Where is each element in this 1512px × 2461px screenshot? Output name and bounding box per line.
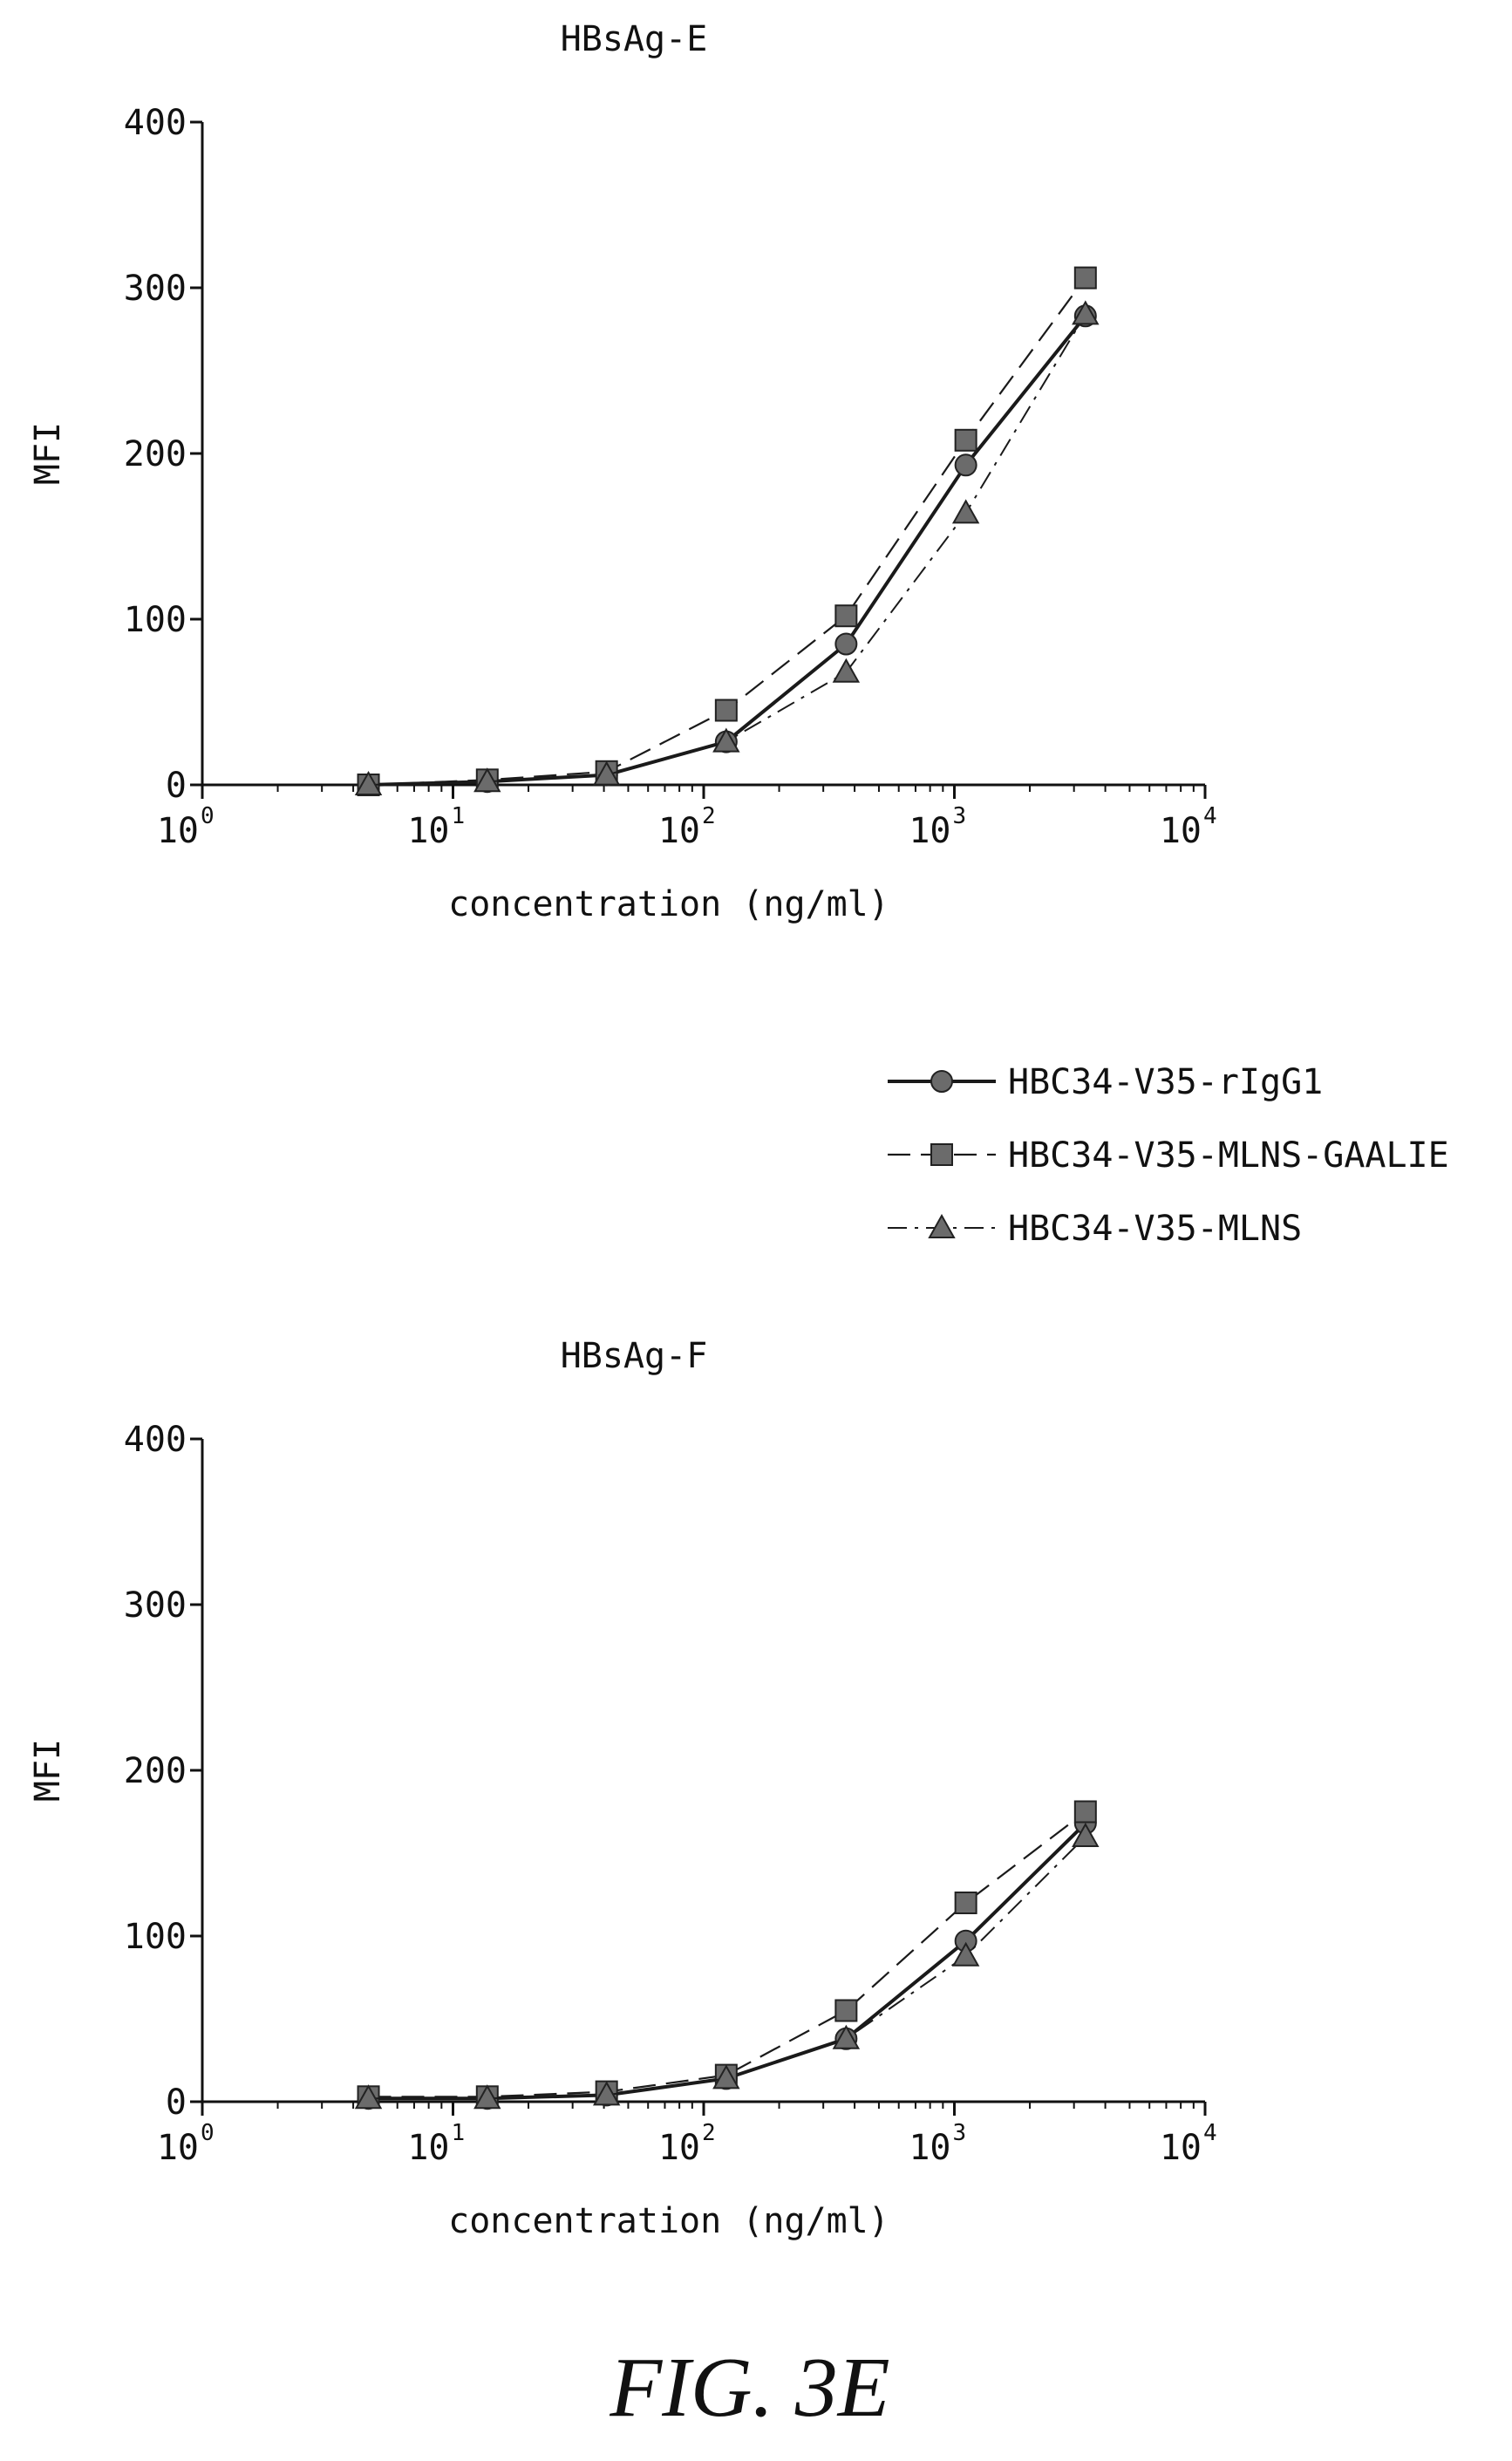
chart-title: HBsAg-E bbox=[561, 19, 708, 59]
data-point bbox=[473, 767, 501, 793]
y-tick-label: 0 bbox=[166, 766, 187, 806]
data-point bbox=[592, 760, 621, 786]
x-tick-exponent: 0 bbox=[201, 2120, 215, 2146]
data-point bbox=[954, 1892, 977, 1914]
data-point bbox=[354, 770, 383, 795]
series-2 bbox=[357, 1800, 1097, 2109]
data-point bbox=[954, 453, 977, 477]
chart-title: HBsAg-F bbox=[561, 1336, 708, 1376]
data-point bbox=[1073, 1800, 1097, 1824]
data-point bbox=[834, 632, 858, 656]
y-axis-label: MFI bbox=[28, 422, 68, 485]
figure-label: FIG. 3E bbox=[609, 2341, 889, 2435]
data-point bbox=[834, 1999, 858, 2022]
data-point bbox=[832, 2024, 861, 2049]
data-point bbox=[592, 2081, 621, 2106]
x-tick-label: 10 bbox=[1160, 2128, 1202, 2168]
x-tick-label: 10 bbox=[157, 811, 199, 851]
y-tick-label: 400 bbox=[124, 103, 187, 143]
x-tick-exponent: 2 bbox=[702, 2120, 716, 2146]
series-line bbox=[368, 1822, 1087, 2101]
y-tick-label: 100 bbox=[124, 600, 187, 640]
x-tick-exponent: 0 bbox=[201, 803, 215, 829]
legend-entry-2: HBC34-V35-MLNS-GAALIE bbox=[888, 1135, 1449, 1176]
y-tick-label: 300 bbox=[124, 1585, 187, 1626]
data-point bbox=[354, 2084, 383, 2110]
data-point bbox=[1073, 266, 1097, 290]
x-tick-exponent: 1 bbox=[452, 803, 466, 829]
data-point bbox=[951, 499, 980, 524]
y-tick-label: 0 bbox=[166, 2083, 187, 2123]
y-tick-label: 200 bbox=[124, 1751, 187, 1791]
data-point bbox=[1072, 300, 1100, 325]
series-line bbox=[368, 1836, 1086, 2100]
x-tick-label: 10 bbox=[658, 2128, 700, 2168]
x-tick-label: 10 bbox=[407, 2128, 449, 2168]
series-line bbox=[368, 1810, 1086, 2098]
y-tick-label: 300 bbox=[124, 269, 187, 309]
data-point bbox=[951, 1941, 980, 1967]
x-tick-label: 10 bbox=[407, 811, 449, 851]
legend-marker bbox=[930, 1143, 953, 1166]
y-tick-label: 400 bbox=[124, 1420, 187, 1460]
y-axis-label: MFI bbox=[28, 1739, 68, 1802]
x-tick-exponent: 1 bbox=[452, 2120, 466, 2146]
legend-label: HBC34-V35-MLNS-GAALIE bbox=[1008, 1135, 1449, 1176]
data-point bbox=[714, 699, 738, 722]
x-tick-label: 10 bbox=[1160, 811, 1202, 851]
legend-label: HBC34-V35-MLNS bbox=[1008, 1209, 1302, 1249]
legend-entry-1: HBC34-V35-rIgG1 bbox=[888, 1062, 1323, 1102]
legend-label: HBC34-V35-rIgG1 bbox=[1008, 1062, 1323, 1102]
series-3 bbox=[354, 1822, 1100, 2110]
x-tick-exponent: 2 bbox=[702, 803, 716, 829]
legend-marker bbox=[930, 1070, 953, 1093]
x-tick-exponent: 3 bbox=[953, 2120, 967, 2146]
legend: HBC34-V35-rIgG1 HBC34-V35-MLNS-GAALIE HBC3… bbox=[888, 1062, 1449, 1249]
series-2 bbox=[357, 266, 1097, 796]
x-tick-label: 10 bbox=[658, 811, 700, 851]
legend-marker bbox=[928, 1213, 956, 1238]
series-1 bbox=[357, 304, 1097, 796]
x-tick-label: 10 bbox=[909, 811, 950, 851]
data-point bbox=[1072, 1822, 1100, 1847]
series-3 bbox=[354, 300, 1100, 795]
data-point bbox=[954, 428, 977, 452]
x-tick-exponent: 3 bbox=[953, 803, 967, 829]
data-point bbox=[473, 2084, 501, 2110]
x-tick-label: 10 bbox=[909, 2128, 950, 2168]
x-tick-label: 10 bbox=[157, 2128, 199, 2168]
data-point bbox=[712, 2064, 740, 2089]
x-tick-exponent: 4 bbox=[1203, 803, 1217, 829]
x-axis-label: concentration (ng/ml) bbox=[448, 2201, 889, 2241]
data-point bbox=[712, 727, 740, 753]
x-tick-exponent: 4 bbox=[1203, 2120, 1217, 2146]
y-tick-label: 200 bbox=[124, 434, 187, 474]
data-point bbox=[834, 604, 858, 628]
y-tick-label: 100 bbox=[124, 1917, 187, 1957]
legend-entry-3: HBC34-V35-MLNS bbox=[888, 1209, 1302, 1249]
x-axis-label: concentration (ng/ml) bbox=[448, 884, 889, 924]
data-point bbox=[832, 658, 861, 683]
